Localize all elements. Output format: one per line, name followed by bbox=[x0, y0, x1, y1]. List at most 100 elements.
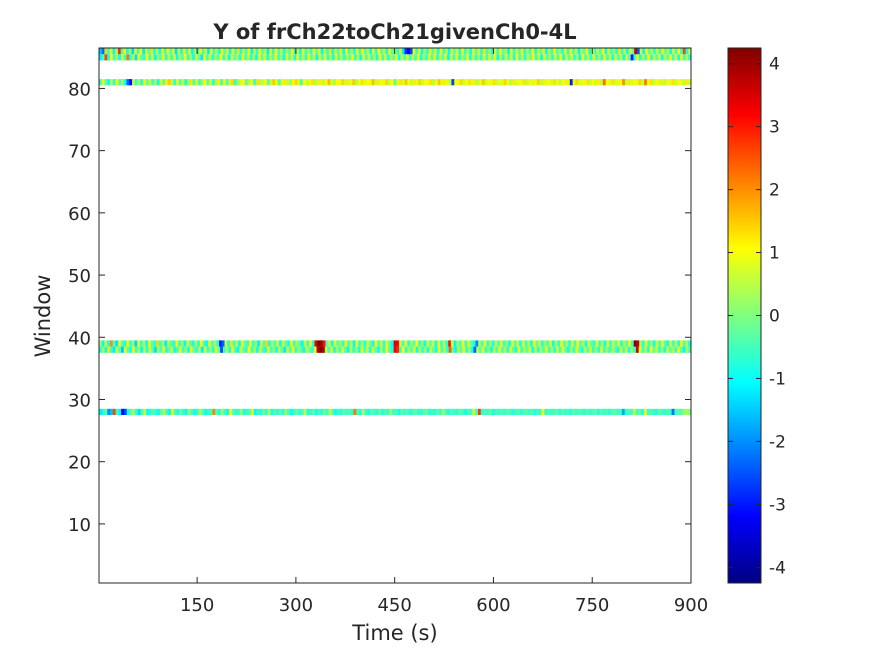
heat-cell bbox=[492, 346, 496, 353]
heat-cell bbox=[311, 340, 315, 347]
heat-cell bbox=[597, 79, 601, 86]
heat-cell bbox=[671, 340, 676, 347]
heat-cell bbox=[211, 346, 216, 353]
heat-cell bbox=[568, 340, 572, 347]
heat-cell bbox=[575, 79, 579, 86]
heat-cell bbox=[509, 79, 513, 86]
heat-cell bbox=[99, 346, 103, 353]
heat-cell bbox=[478, 79, 483, 86]
heat-cell bbox=[236, 48, 240, 55]
heat-cell bbox=[449, 54, 453, 61]
heat-cell bbox=[474, 48, 478, 55]
heat-cell bbox=[157, 408, 161, 416]
heat-cell bbox=[546, 340, 550, 347]
heat-cell bbox=[589, 54, 593, 61]
heat-cell bbox=[518, 54, 522, 61]
heat-cell bbox=[545, 54, 549, 61]
heat-cell bbox=[308, 79, 312, 86]
heat-cell bbox=[181, 79, 185, 86]
heat-cell bbox=[668, 408, 673, 416]
heat-cell bbox=[176, 346, 180, 353]
heat-cell bbox=[178, 346, 182, 353]
heat-cell bbox=[591, 408, 595, 416]
heat-cell bbox=[293, 48, 297, 55]
heat-cell bbox=[277, 79, 282, 86]
heat-cell bbox=[162, 408, 166, 416]
heat-cell bbox=[577, 48, 581, 55]
heat-cell bbox=[148, 79, 152, 86]
heat-cell bbox=[214, 79, 218, 86]
heat-cell bbox=[496, 54, 500, 61]
heat-cell bbox=[250, 346, 254, 353]
heat-cell bbox=[140, 346, 144, 353]
heat-cell bbox=[226, 408, 230, 416]
heat-cell bbox=[291, 346, 295, 353]
heat-cell bbox=[294, 346, 298, 353]
heat-cell bbox=[448, 79, 452, 86]
heat-cell bbox=[231, 408, 235, 416]
heat-cell bbox=[383, 408, 388, 416]
heat-cell bbox=[310, 54, 314, 61]
heat-cell bbox=[312, 48, 316, 55]
heat-cell bbox=[229, 340, 234, 347]
heat-cell bbox=[605, 346, 609, 353]
heat-cell bbox=[486, 340, 490, 347]
heat-cell bbox=[417, 48, 422, 55]
heat-cell bbox=[188, 48, 192, 55]
heat-cell bbox=[501, 79, 505, 86]
heat-cell bbox=[685, 48, 689, 55]
heat-cell bbox=[407, 346, 411, 353]
heat-cell bbox=[181, 346, 185, 353]
heat-cell bbox=[417, 408, 421, 416]
heat-cell bbox=[633, 346, 637, 353]
heat-cell bbox=[308, 346, 312, 353]
heat-cell bbox=[418, 346, 422, 353]
heat-cell bbox=[679, 346, 684, 353]
heat-cell bbox=[322, 79, 326, 86]
heat-cell bbox=[223, 48, 227, 55]
heat-cell bbox=[281, 408, 285, 416]
heat-cell bbox=[580, 408, 584, 416]
heat-cell bbox=[123, 340, 127, 347]
heat-cell bbox=[401, 48, 405, 55]
heat-cell bbox=[437, 346, 441, 353]
heat-cell bbox=[574, 48, 578, 55]
heat-cell bbox=[222, 79, 227, 86]
heat-cell bbox=[223, 408, 227, 416]
heat-cell bbox=[614, 340, 618, 347]
heat-cell bbox=[485, 48, 489, 55]
heat-cell bbox=[564, 79, 568, 86]
heat-cell bbox=[507, 48, 511, 55]
heat-cell bbox=[366, 346, 370, 353]
heat-cell bbox=[193, 48, 197, 55]
heat-cell bbox=[170, 79, 174, 86]
heat-cell bbox=[523, 346, 527, 353]
heat-cell bbox=[297, 79, 301, 86]
heat-cell bbox=[540, 340, 545, 347]
heat-cell bbox=[174, 48, 178, 55]
heat-cell bbox=[244, 79, 249, 86]
heat-cell bbox=[581, 340, 586, 347]
heat-cell bbox=[169, 48, 173, 55]
heat-cell bbox=[274, 54, 278, 61]
heat-cell bbox=[272, 48, 276, 55]
heat-cell bbox=[206, 79, 210, 86]
heat-cell bbox=[433, 408, 437, 416]
heat-cell bbox=[198, 408, 202, 416]
heat-cell bbox=[253, 48, 257, 55]
heat-cell bbox=[582, 48, 586, 55]
heat-cell bbox=[658, 340, 662, 347]
heat-cell bbox=[431, 48, 435, 55]
y-axis-label: Window bbox=[31, 275, 55, 358]
heat-cell bbox=[168, 408, 172, 416]
heat-cell bbox=[513, 340, 517, 347]
heat-cell bbox=[202, 340, 206, 347]
heat-cell bbox=[150, 340, 154, 347]
heat-cell bbox=[418, 79, 422, 86]
heat-cell bbox=[395, 54, 399, 61]
heat-cell bbox=[567, 54, 571, 61]
heat-cell bbox=[538, 340, 542, 347]
heat-cell bbox=[591, 346, 596, 353]
heat-cell bbox=[586, 79, 590, 86]
heat-cell bbox=[292, 340, 296, 347]
